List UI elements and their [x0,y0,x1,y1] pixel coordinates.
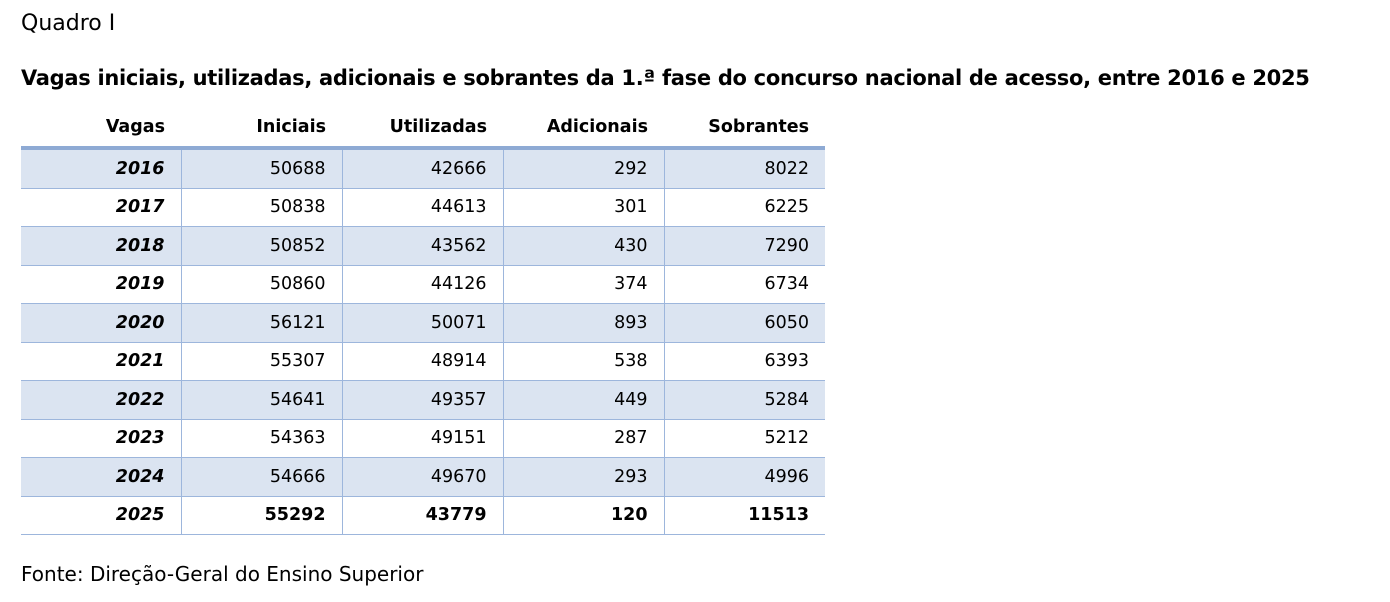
adicionais-cell: 374 [502,265,664,304]
table-row: 2025 55292 43779 120 11513 [21,496,825,535]
table-row: 2018 50852 43562 430 7290 [21,226,825,266]
table-row: 2023 54363 49151 287 5212 [21,419,825,458]
adicionais-cell: 293 [502,457,664,497]
table-row: 2024 54666 49670 293 4996 [21,457,825,497]
utilizadas-cell: 43779 [341,496,503,535]
year-cell: 2025 [21,496,181,535]
sobrantes-cell: 5212 [663,419,825,458]
sobrantes-cell: 6225 [663,188,825,227]
table-row: 2017 50838 44613 301 6225 [21,188,825,227]
sobrantes-cell: 5284 [663,380,825,420]
header-utilizadas: Utilizadas [342,108,503,150]
year-cell: 2022 [21,380,181,420]
table-header-row: Vagas Iniciais Utilizadas Adicionais Sob… [21,108,825,150]
utilizadas-cell: 44126 [341,265,503,304]
sobrantes-cell: 7290 [663,226,825,266]
utilizadas-cell: 48914 [341,342,503,381]
iniciais-cell: 50860 [180,265,342,304]
utilizadas-cell: 50071 [341,303,503,343]
adicionais-cell: 430 [502,226,664,266]
year-cell: 2024 [21,457,181,497]
year-cell: 2019 [21,265,181,304]
adicionais-cell: 292 [502,148,664,189]
sobrantes-cell: 6393 [663,342,825,381]
adicionais-cell: 301 [502,188,664,227]
sobrantes-cell: 11513 [663,496,825,535]
utilizadas-cell: 49357 [341,380,503,420]
table-row: 2019 50860 44126 374 6734 [21,265,825,304]
iniciais-cell: 55307 [180,342,342,381]
year-cell: 2016 [21,148,181,189]
table-caption: Quadro I [21,11,116,36]
header-iniciais: Iniciais [181,108,342,150]
adicionais-cell: 449 [502,380,664,420]
table-row: 2022 54641 49357 449 5284 [21,380,825,420]
utilizadas-cell: 44613 [341,188,503,227]
header-adicionais: Adicionais [503,108,664,150]
adicionais-cell: 538 [502,342,664,381]
adicionais-cell: 287 [502,419,664,458]
utilizadas-cell: 49670 [341,457,503,497]
sobrantes-cell: 6050 [663,303,825,343]
table-title: Vagas iniciais, utilizadas, adicionais e… [21,66,1310,90]
table-row: 2021 55307 48914 538 6393 [21,342,825,381]
iniciais-cell: 55292 [180,496,342,535]
iniciais-cell: 54363 [180,419,342,458]
iniciais-cell: 54641 [180,380,342,420]
iniciais-cell: 50688 [180,148,342,189]
year-cell: 2023 [21,419,181,458]
header-sobrantes: Sobrantes [664,108,825,150]
vagas-table: Vagas Iniciais Utilizadas Adicionais Sob… [21,108,825,535]
sobrantes-cell: 8022 [663,148,825,189]
adicionais-cell: 120 [502,496,664,535]
year-cell: 2021 [21,342,181,381]
year-cell: 2020 [21,303,181,343]
table-row: 2016 50688 42666 292 8022 [21,148,825,189]
year-cell: 2017 [21,188,181,227]
iniciais-cell: 56121 [180,303,342,343]
utilizadas-cell: 43562 [341,226,503,266]
sobrantes-cell: 6734 [663,265,825,304]
sobrantes-cell: 4996 [663,457,825,497]
iniciais-cell: 54666 [180,457,342,497]
table-source: Fonte: Direção-Geral do Ensino Superior [21,562,424,586]
header-vagas: Vagas [21,108,181,150]
adicionais-cell: 893 [502,303,664,343]
iniciais-cell: 50852 [180,226,342,266]
table-row: 2020 56121 50071 893 6050 [21,303,825,343]
utilizadas-cell: 49151 [341,419,503,458]
utilizadas-cell: 42666 [341,148,503,189]
iniciais-cell: 50838 [180,188,342,227]
year-cell: 2018 [21,226,181,266]
